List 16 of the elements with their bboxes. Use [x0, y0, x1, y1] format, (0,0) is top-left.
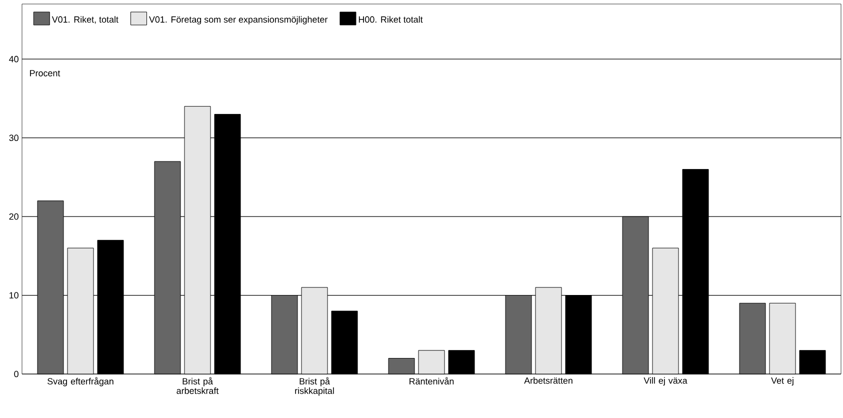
legend-label: V01. Riket, totalt — [52, 16, 118, 24]
legend-label: V01. Företag som ser expansionsmöjligheter — [149, 16, 328, 24]
y-axis-title: Procent — [30, 70, 60, 76]
x-tick-label: Brist på arbetskraft — [176, 377, 219, 394]
x-tick-label: Arbetsrätten — [524, 377, 572, 384]
y-tick-label: 30 — [9, 134, 18, 142]
x-tick-label: Räntenivån — [410, 377, 454, 385]
x-tick-label: Svag efterfrågan — [48, 377, 114, 386]
x-tick-label: Vet ej — [771, 377, 794, 386]
x-tick-label: Brist på riskkapital — [295, 377, 334, 396]
y-tick-label: 0 — [14, 370, 18, 378]
y-tick-label: 10 — [10, 292, 18, 298]
legend-label: H00. Riket totalt — [358, 16, 423, 23]
x-tick-label: Vill ej växa — [644, 377, 688, 386]
y-tick-label: 20 — [9, 213, 18, 220]
y-tick-label: 40 — [9, 56, 18, 62]
